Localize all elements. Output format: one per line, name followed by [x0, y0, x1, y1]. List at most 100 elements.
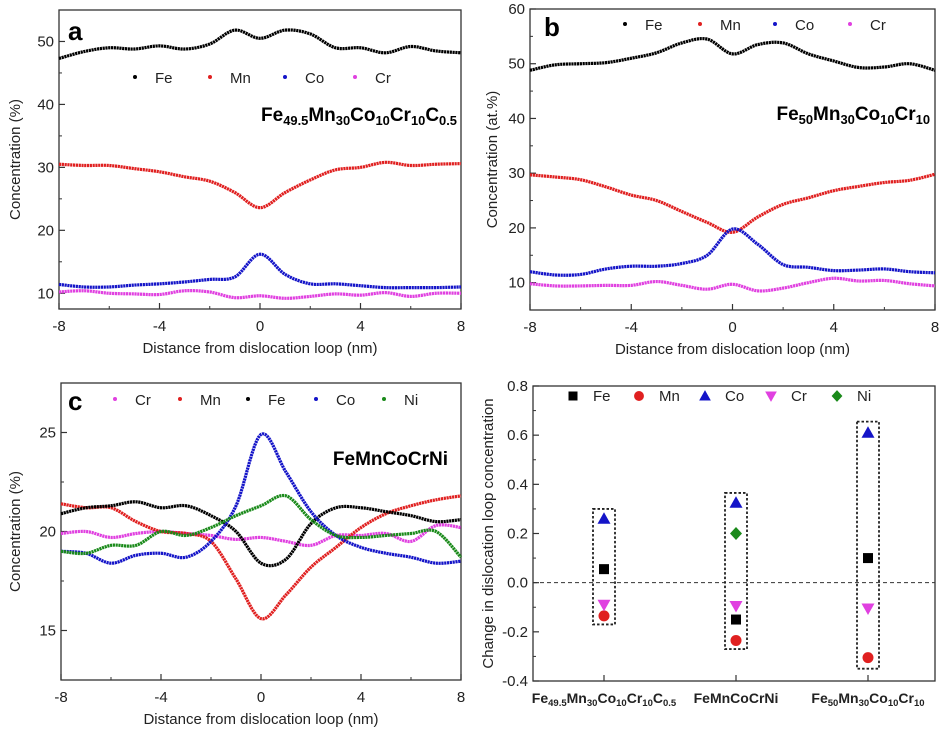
marker-cr: [861, 603, 875, 615]
panel-d: -0.4 -0.2 0.0 0.2 0.4 0.6 0.8 Change in disloca…: [480, 378, 936, 709]
element-symbol: C: [653, 690, 663, 706]
legend-marker-cr: [353, 75, 357, 79]
legend-label-co: Co: [336, 392, 355, 409]
y-axis-label: Concentration (%): [7, 99, 24, 220]
subscript: 30: [840, 112, 854, 127]
y-tick-label: 15: [39, 623, 56, 640]
x-tick-label: 4: [356, 318, 364, 335]
panel-c: 15 20 25 Concentration (%) -8 -4 0 4 8 Distance f…: [7, 382, 465, 728]
element-symbol: Co: [383, 449, 408, 470]
subscript: 10: [914, 698, 925, 709]
x-tick-label: -8: [54, 689, 67, 706]
legend-label-co: Co: [305, 70, 324, 87]
category-label: Fe50Mn30Co10Cr10: [811, 690, 924, 709]
x-tick-label: -4: [154, 689, 167, 706]
subscript: 49.5: [283, 113, 308, 128]
element-symbol: Mn: [308, 105, 335, 126]
x-tick-label: -4: [153, 318, 166, 335]
x-axis-label: Distance from dislocation loop (nm): [142, 340, 377, 357]
subscript: 0.5: [663, 698, 677, 709]
series-line-fe: [529, 37, 936, 72]
element-symbol: Cr: [390, 105, 412, 126]
series-line-cr: [58, 289, 462, 300]
element-symbol: Fe: [261, 105, 283, 126]
subscript: 30: [336, 113, 350, 128]
marker-mn: [730, 634, 742, 646]
x-tick-label: 4: [357, 689, 365, 706]
legend-marker-fe: [133, 75, 137, 79]
series-line-mn: [529, 172, 936, 234]
element-symbol: Ni: [429, 449, 448, 470]
x-tick-label: 0: [728, 319, 736, 336]
legend-marker-ni: [382, 397, 386, 401]
element-symbol: Cr: [898, 690, 914, 706]
legend-marker-mn: [208, 75, 212, 79]
element-symbol: Fe: [694, 690, 711, 706]
marker-co: [597, 512, 611, 524]
y-tick-label: 10: [37, 285, 54, 302]
element-symbol: Co: [730, 690, 749, 706]
x-tick-label: -8: [523, 319, 536, 336]
y-tick-label: 0.6: [507, 427, 528, 444]
x-axis-label: Distance from dislocation loop (nm): [615, 341, 850, 358]
subscript: 49.5: [548, 698, 567, 709]
element-symbol: Cr: [749, 690, 765, 706]
subscript: 10: [616, 698, 627, 709]
panel-label: b: [544, 12, 560, 42]
y-tick-label: 20: [508, 220, 525, 237]
x-tick-label: 8: [931, 319, 939, 336]
element-symbol: Co: [597, 690, 616, 706]
group-dashed-box: [856, 420, 880, 670]
x-tick-label: -4: [625, 319, 638, 336]
panel-a: 10 20 30 40 50 Concentration (%) -8 -4 0 4 8 Distan…: [7, 9, 465, 357]
y-tick-label: 20: [39, 524, 56, 541]
element-symbol: Cr: [627, 690, 643, 706]
legend-marker-co: [699, 390, 711, 401]
legend-label-fe: Fe: [268, 392, 286, 409]
legend-marker-cr: [765, 391, 777, 402]
element-symbol: Mn: [355, 449, 382, 470]
element-symbol: Fe: [333, 449, 355, 470]
element-symbol: Fe: [811, 690, 828, 706]
legend-label-ni: Ni: [857, 388, 871, 405]
subscript: 10: [411, 113, 425, 128]
y-tick-label: 60: [508, 1, 525, 18]
y-tick-label: 0.0: [507, 575, 528, 592]
element-symbol: Co: [869, 690, 888, 706]
y-tick-label: 25: [39, 425, 56, 442]
subscript: 50: [828, 698, 839, 709]
x-axis-label: Distance from dislocation loop (nm): [143, 711, 378, 728]
x-tick-label: 8: [457, 318, 465, 335]
marker-mn: [862, 652, 874, 664]
y-tick-label: 50: [508, 56, 525, 73]
marker-mn: [598, 610, 610, 622]
panel-label: c: [68, 386, 82, 416]
legend-marker-cr: [848, 22, 852, 26]
legend-label-fe: Fe: [593, 388, 611, 405]
marker-fe: [863, 553, 873, 564]
x-tick-label: 0: [257, 689, 265, 706]
group-dashed-box: [724, 492, 748, 650]
marker-co: [729, 496, 743, 508]
legend-marker-fe: [568, 391, 578, 401]
subscript: 0.5: [439, 113, 457, 128]
legend-label-fe: Fe: [645, 17, 663, 34]
marker-cr: [729, 601, 743, 613]
y-tick-label: 0.4: [507, 476, 528, 493]
legend-marker-cr: [113, 397, 117, 401]
element-symbol: Mn: [813, 104, 840, 125]
legend-marker-mn: [178, 397, 182, 401]
panel-label: a: [68, 16, 83, 46]
subscript: 10: [888, 698, 899, 709]
marker-cr: [597, 599, 611, 612]
legend-label-mn: Mn: [659, 388, 680, 405]
series-line-co: [58, 252, 462, 290]
element-symbol: Ni: [764, 690, 778, 706]
category-label: Fe49.5Mn30Co10Cr10C0.5: [532, 690, 677, 709]
series-line-cr: [529, 276, 936, 293]
subscript: 10: [375, 113, 389, 128]
legend-marker-ni: [831, 390, 843, 402]
y-tick-label: 30: [37, 159, 54, 176]
plot-frame: [60, 382, 462, 681]
